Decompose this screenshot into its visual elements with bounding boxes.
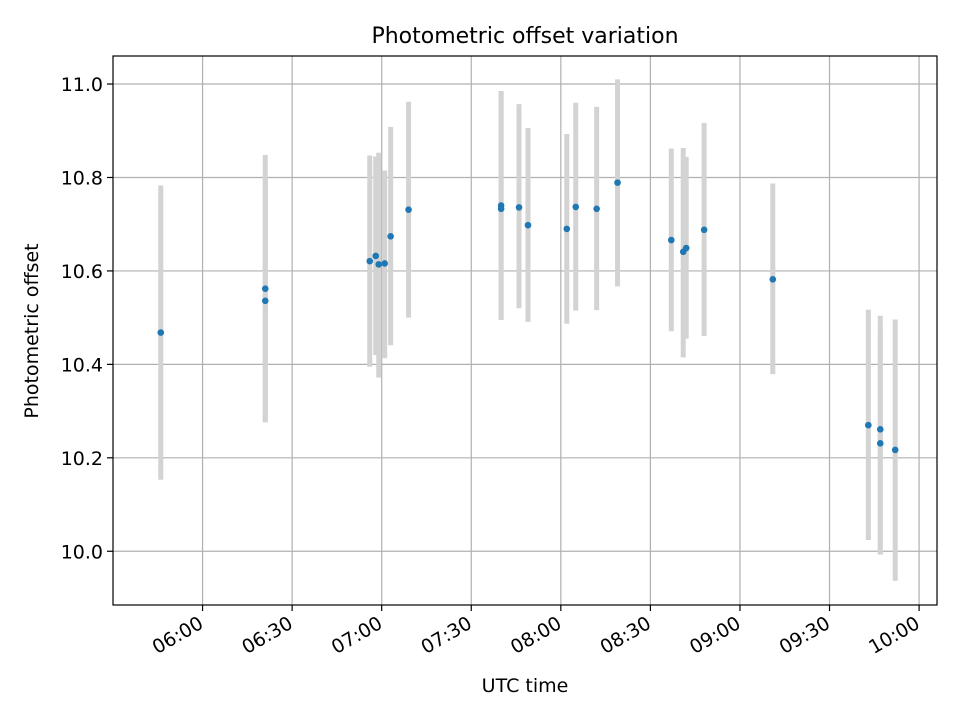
data-point	[524, 221, 532, 229]
data-point	[876, 426, 884, 433]
data-point	[405, 206, 412, 214]
chart-title: Photometric offset variation	[371, 24, 678, 49]
data-point	[497, 205, 505, 213]
y-axis: 10.0 10.2 10.4 10.6 10.8 11.0	[61, 74, 113, 563]
data-point	[387, 233, 394, 240]
y-tick-label: 10.0	[61, 541, 103, 563]
y-tick-label: 10.2	[61, 448, 103, 470]
data-point	[572, 203, 580, 211]
data-point	[667, 236, 675, 244]
data-point	[614, 179, 621, 186]
y-tick-label: 10.6	[61, 261, 103, 283]
data-point	[515, 204, 523, 211]
data-point	[700, 226, 708, 234]
data-point	[769, 276, 777, 283]
data-point	[891, 446, 899, 454]
y-tick-label: 10.8	[61, 167, 103, 189]
data-point	[593, 205, 600, 213]
y-axis-label: Photometric offset	[21, 243, 43, 418]
x-axis-label: UTC time	[482, 675, 569, 697]
data-point	[261, 297, 269, 305]
data-point	[381, 260, 388, 267]
grid	[113, 56, 937, 605]
data-point	[372, 252, 380, 260]
data-point	[375, 261, 383, 268]
data-point	[366, 257, 374, 265]
data-point	[261, 285, 269, 292]
y-tick-label: 11.0	[61, 74, 103, 96]
data-point	[563, 225, 571, 233]
data-point	[157, 329, 165, 336]
data-point	[876, 440, 884, 447]
plot-frame	[112, 55, 938, 606]
plot-area	[113, 56, 937, 605]
y-tick-label: 10.4	[61, 354, 103, 376]
data-point	[865, 421, 872, 429]
data-points	[157, 179, 899, 454]
data-point	[682, 244, 690, 252]
